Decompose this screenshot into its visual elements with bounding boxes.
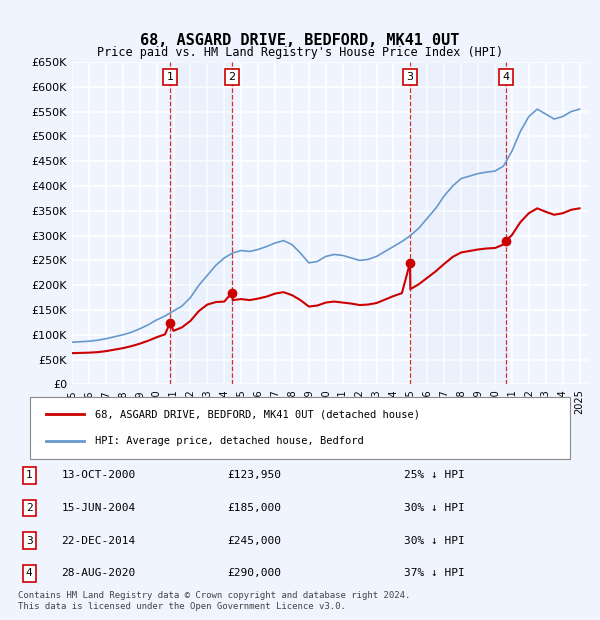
Text: 4: 4 xyxy=(503,72,509,82)
Text: 4: 4 xyxy=(26,569,32,578)
Bar xyxy=(410,62,506,384)
Text: 30% ↓ HPI: 30% ↓ HPI xyxy=(404,503,464,513)
Text: £123,950: £123,950 xyxy=(227,470,281,480)
Text: 13-OCT-2000: 13-OCT-2000 xyxy=(61,470,136,480)
Text: 22-DEC-2014: 22-DEC-2014 xyxy=(61,536,136,546)
Text: £185,000: £185,000 xyxy=(227,503,281,513)
Text: 30% ↓ HPI: 30% ↓ HPI xyxy=(404,536,464,546)
Text: 68, ASGARD DRIVE, BEDFORD, MK41 0UT (detached house): 68, ASGARD DRIVE, BEDFORD, MK41 0UT (det… xyxy=(95,409,420,419)
Text: £290,000: £290,000 xyxy=(227,569,281,578)
Text: Contains HM Land Registry data © Crown copyright and database right 2024.
This d: Contains HM Land Registry data © Crown c… xyxy=(18,591,410,611)
FancyBboxPatch shape xyxy=(30,397,570,459)
Text: 15-JUN-2004: 15-JUN-2004 xyxy=(61,503,136,513)
Bar xyxy=(170,62,232,384)
Text: 68, ASGARD DRIVE, BEDFORD, MK41 0UT: 68, ASGARD DRIVE, BEDFORD, MK41 0UT xyxy=(140,33,460,48)
Text: 37% ↓ HPI: 37% ↓ HPI xyxy=(404,569,464,578)
Text: Price paid vs. HM Land Registry's House Price Index (HPI): Price paid vs. HM Land Registry's House … xyxy=(97,46,503,59)
Text: 25% ↓ HPI: 25% ↓ HPI xyxy=(404,470,464,480)
Text: 3: 3 xyxy=(26,536,32,546)
Text: 1: 1 xyxy=(166,72,173,82)
Text: 3: 3 xyxy=(407,72,413,82)
Text: HPI: Average price, detached house, Bedford: HPI: Average price, detached house, Bedf… xyxy=(95,436,364,446)
Text: £245,000: £245,000 xyxy=(227,536,281,546)
Text: 2: 2 xyxy=(229,72,236,82)
Text: 28-AUG-2020: 28-AUG-2020 xyxy=(61,569,136,578)
Text: 1: 1 xyxy=(26,470,32,480)
Text: 2: 2 xyxy=(26,503,32,513)
